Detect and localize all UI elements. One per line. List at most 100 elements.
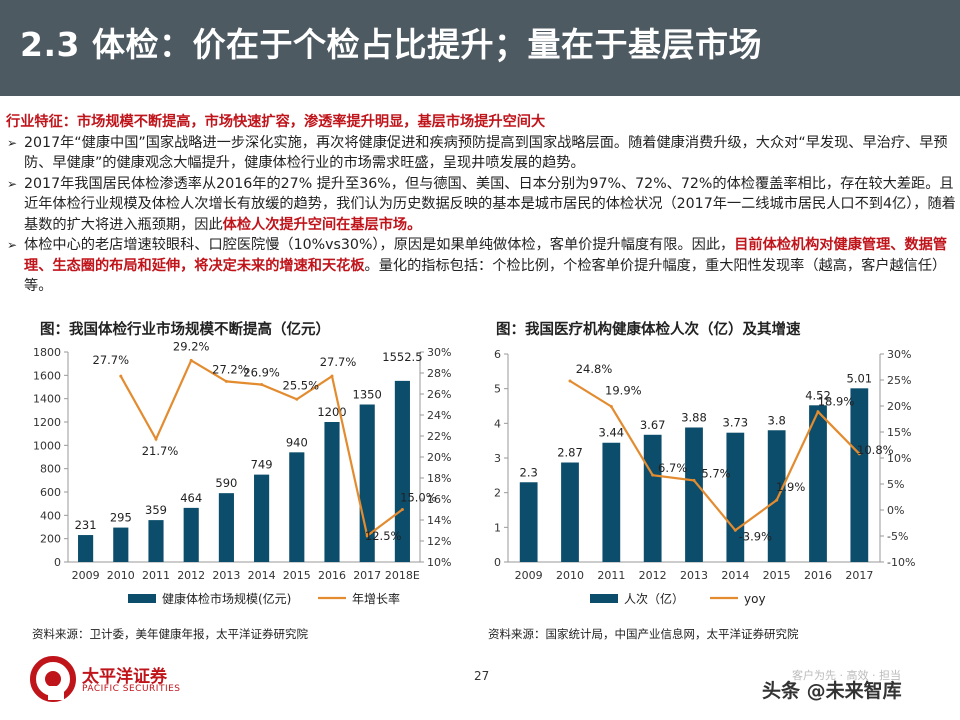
bar-value-label: 5.01 [847,371,873,385]
bar [324,422,340,562]
x-tick-label: 2012 [177,569,205,582]
growth-point [651,473,655,477]
y-left-tick-label: 1200 [33,416,61,429]
growth-point [775,498,779,502]
growth-value-label: 25.5% [283,378,320,392]
y-right-tick-label: 22% [427,430,451,443]
right-source: 资料来源：国家统计局，中国产业信息网，太平洋证券研究院 [488,627,799,641]
y-right-tick-label: 5% [887,478,904,491]
growth-value-label: 6.7% [658,461,687,475]
bar [726,432,745,562]
y-right-tick-label: 12% [427,535,451,548]
header-bar: 2.3 体检：价在于个检占比提升；量在于基层市场 [0,0,960,96]
bar-value-label: 295 [110,511,132,525]
y-right-tick-label: 24% [427,409,451,422]
growth-value-label: 5.7% [701,466,730,480]
y-left-tick-label: 5 [494,383,501,396]
growth-point [295,397,299,401]
bar [643,434,662,562]
y-right-tick-label: 15% [887,426,911,439]
y-left-tick-label: 0 [54,556,61,569]
x-tick-label: 2014 [248,569,276,582]
bar [148,520,164,562]
growth-point [330,374,334,378]
y-right-tick-label: 20% [427,451,451,464]
left-chart-title: 图：我国体检行业市场规模不断提高（亿元） [40,322,330,338]
y-left-tick-label: 4 [494,417,501,430]
growth-value-label: 26.9% [243,366,280,380]
y-left-tick-label: 3 [494,452,501,465]
y-left-tick-label: 6 [494,348,501,361]
growth-value-label: 24.8% [576,362,613,376]
bullet-3-text-end: 。量化的指标包括：个检比例，个检客单价提升幅度，重大阳性发现率（越高，客户越信任… [24,257,947,295]
y-left-tick-label: 1800 [33,346,61,359]
bar-value-label: 3.8 [768,413,786,427]
growth-point [224,379,228,383]
y-right-tick-label: -10% [887,556,915,569]
x-tick-label: 2015 [283,569,311,582]
y-right-tick-label: 18% [427,472,451,485]
x-tick-label: 2011 [597,569,625,582]
bar [218,493,234,562]
bar [561,462,579,562]
y-left-tick-label: 800 [40,463,61,476]
bar-value-label: 231 [75,518,97,532]
y-right-tick-label: 14% [427,514,451,527]
legend-bar-label: 健康体检市场规模(亿元) [162,591,291,606]
bar [183,507,199,562]
y-right-tick-label: 25% [887,374,911,387]
y-right-tick-label: 0% [887,504,904,517]
y-left-tick-label: 200 [40,533,61,546]
growth-value-label: 18.9% [818,395,855,409]
growth-point [119,374,123,378]
bar-value-label: 3.67 [640,418,666,432]
x-tick-label: 2010 [107,569,135,582]
growth-point [609,405,613,409]
growth-point [733,528,737,532]
company-name-en: PACIFIC SECURITIES [82,684,181,694]
growth-value-label: 21.7% [142,444,179,458]
x-tick-label: 2012 [639,569,667,582]
bar [289,452,305,562]
y-right-tick-label: 26% [427,388,451,401]
growth-point [692,478,696,482]
growth-value-label: 12.5% [365,529,402,543]
growth-value-label: 15.0% [400,491,437,505]
y-left-tick-label: 1000 [33,439,61,452]
bar-value-label: 3.73 [723,416,749,430]
growth-line [569,380,861,532]
y-right-tick-label: 10% [427,556,451,569]
x-tick-label: 2009 [72,569,100,582]
y-left-tick-label: 2 [494,487,501,500]
bullet-3: ➢ 体检中心的老店增速较眼科、口腔医院慢（10%vs30%），原因是如果单纯做体… [6,235,956,297]
bar [113,527,129,562]
growth-point [189,358,193,362]
x-tick-label: 2016 [318,569,346,582]
bar [78,535,94,562]
right-chart-title: 图：我国医疗机构健康体检人次（亿）及其增速 [496,322,801,338]
feature-line: 行业特征：市场规模不断提高，市场快速扩容，渗透率提升明显，基层市场提升空间大 [6,114,546,130]
growth-value-label: -3.9% [739,529,772,543]
legend-bar-swatch [128,594,156,603]
y-right-tick-label: 16% [427,493,451,506]
bar-value-label: 1552.5 [382,350,422,364]
x-tick-label: 2016 [804,569,832,582]
bullet-2-highlight: 体检人次提升空间在基层市场。 [222,216,422,233]
x-tick-label: 2011 [142,569,170,582]
x-tick-label: 2013 [212,569,240,582]
x-tick-label: 2009 [515,569,543,582]
legend-line-label: 年增长率 [352,591,400,606]
bullet-3-highlight: 目前体检机构对健康管理、数据管理、生态圈的布局和延伸，将决定未来的增速和天花板 [24,237,948,274]
legend-line-label: yoy [744,592,766,606]
left-chart: 0 200 400 600 800 1000 1200 1400 1600 1800 10% 12% 1… [33,339,451,606]
bullet-3-text: 体检中心的老店增速较眼科、口腔医院慢（10%vs30%），原因是如果单纯做体检，… [24,237,735,253]
page-title: 2.3 体检：价在于个检占比提升；量在于基层市场 [20,25,762,64]
y-left-tick-label: 400 [40,509,61,522]
watermark: 头条 @未来智库 [762,680,902,702]
bar-value-label: 590 [215,476,237,490]
bar [767,430,786,562]
x-tick-label: 2014 [721,569,749,582]
growth-value-label: 27.2% [212,362,249,376]
bar-value-label: 1350 [353,388,382,402]
x-tick-label: 2010 [556,569,584,582]
